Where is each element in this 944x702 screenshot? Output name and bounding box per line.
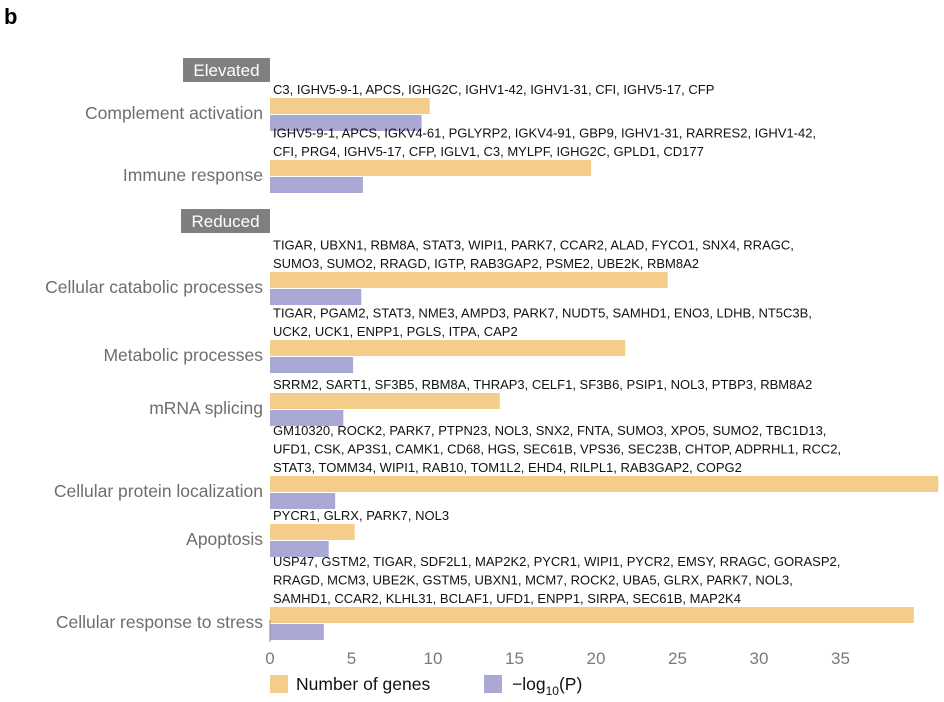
bar-group [270,98,939,640]
section-labels: Elevated Reduced [181,58,270,233]
x-tick-label: 0 [265,649,274,668]
legend-pvalue-suffix: (P) [559,674,582,694]
category-label: Cellular protein localization [54,481,263,501]
gene-list-line: SAMHD1, CCAR2, KLHL31, BCLAF1, UFD1, ENP… [273,591,741,606]
gene-list-line: RRAGD, MCM3, UBE2K, GSTM5, UBXN1, MCM7, … [273,573,793,588]
bar-number-of-genes [270,98,430,114]
category-label: Cellular response to stress [56,612,263,632]
gene-list-line: STAT3, TOMM34, WIPI1, RAB10, TOM1L2, EHD… [273,460,742,475]
gene-list-line: PYCR1, GLRX, PARK7, NOL3 [273,508,449,523]
x-tick-label: 10 [424,649,443,668]
category-label: Apoptosis [186,529,263,549]
bar-number-of-genes [270,607,914,623]
category-label: Complement activation [85,103,263,123]
x-axis: 0 5 10 15 20 25 30 35 [265,620,850,668]
bar-neg-log10-p [270,289,362,305]
x-tick-label: 35 [831,649,850,668]
category-label: Cellular catabolic processes [45,277,263,297]
x-tick-label: 20 [587,649,606,668]
bar-neg-log10-p [270,115,422,131]
bar-neg-log10-p [270,541,329,557]
legend-swatch-genes [270,675,288,693]
gene-list-line: UFD1, CSK, AP3S1, CAMK1, CD68, HGS, SEC6… [273,442,841,457]
x-tick-label: 25 [668,649,687,668]
section-label-bg [181,209,270,233]
gene-list-line: CFI, PRG4, IGHV5-17, CFP, IGLV1, C3, MYL… [273,144,704,159]
gene-list-line: GM10320, ROCK2, PARK7, PTPN23, NOL3, SNX… [273,423,826,438]
legend-swatch-pvalue [484,675,502,693]
gene-list-line: USP47, GSTM2, TIGAR, SDF2L1, MAP2K2, PYC… [273,554,840,569]
section-label: Reduced [191,212,259,231]
x-tick-label: 15 [505,649,524,668]
section-label-bg [183,58,270,82]
gene-list-line: IGHV5-9-1, APCS, IGKV4-61, PGLYRP2, IGKV… [273,126,816,141]
legend-label-pvalue: −log10(P) [512,674,582,698]
gene-list-line: TIGAR, PGAM2, STAT3, NME3, AMPD3, PARK7,… [273,306,812,321]
bar-neg-log10-p [270,410,344,426]
bar-neg-log10-p [270,177,363,193]
legend-pvalue-prefix: −log [512,674,546,694]
bar-neg-log10-p [270,624,324,640]
x-tick-label: 5 [347,649,356,668]
category-label: mRNA splicing [149,398,263,418]
gene-list-line: UCK2, UCK1, ENPP1, PGLS, ITPA, CAP2 [273,324,518,339]
bar-number-of-genes [270,160,592,176]
bar-number-of-genes [270,393,500,409]
bar-number-of-genes [270,524,355,540]
x-tick-label: 30 [750,649,769,668]
panel-letter: b [4,4,17,29]
bar-neg-log10-p [270,357,354,373]
category-label: Metabolic processes [103,345,263,365]
legend: Number of genes −log10(P) [270,674,582,698]
legend-label-genes: Number of genes [296,674,430,694]
gene-list-line: SRRM2, SART1, SF3B5, RBM8A, THRAP3, CELF… [273,377,812,392]
category-label: Immune response [123,165,263,185]
gene-list-line: SUMO3, SUMO2, RRAGD, IGTP, RAB3GAP2, PSM… [273,256,699,271]
category-labels: Complement activation Immune response Cell… [45,103,263,632]
bar-number-of-genes [270,340,626,356]
gene-list-line: TIGAR, UBXN1, RBM8A, STAT3, WIPI1, PARK7… [273,238,794,253]
gene-lists: C3, IGHV5-9-1, APCS, IGHG2C, IGHV1-42, I… [273,82,841,606]
gene-list-line: C3, IGHV5-9-1, APCS, IGHG2C, IGHV1-42, I… [273,82,714,97]
legend-pvalue-subscript: 10 [546,684,560,698]
bar-number-of-genes [270,272,668,288]
bar-neg-log10-p [270,493,336,509]
bar-number-of-genes [270,476,939,492]
section-label: Elevated [193,61,259,80]
